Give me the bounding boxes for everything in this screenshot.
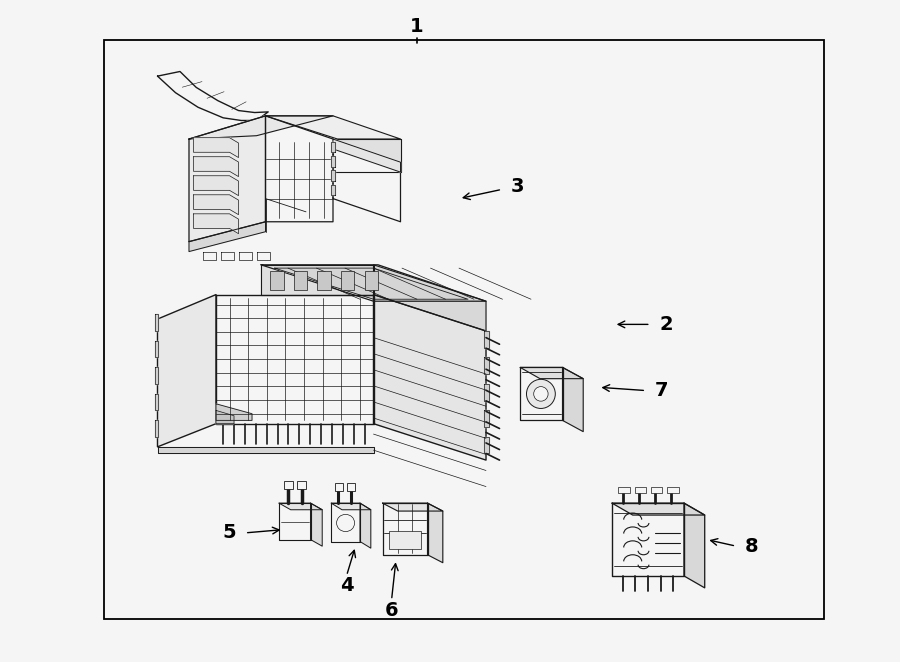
Polygon shape <box>155 341 157 357</box>
Bar <box>667 487 679 493</box>
Polygon shape <box>333 139 400 172</box>
Polygon shape <box>189 116 266 242</box>
Polygon shape <box>331 142 335 152</box>
Polygon shape <box>194 195 238 214</box>
Text: 5: 5 <box>222 524 237 542</box>
Bar <box>341 271 355 290</box>
Polygon shape <box>266 116 400 139</box>
Polygon shape <box>202 252 216 260</box>
Ellipse shape <box>337 514 355 532</box>
Text: 1: 1 <box>410 17 424 36</box>
Bar <box>364 271 378 290</box>
Text: 2: 2 <box>659 315 673 334</box>
Ellipse shape <box>534 387 548 401</box>
Polygon shape <box>331 170 335 181</box>
Bar <box>346 483 355 491</box>
Polygon shape <box>274 268 468 299</box>
Text: 6: 6 <box>384 601 399 620</box>
Polygon shape <box>428 503 443 563</box>
Bar <box>297 481 306 489</box>
Text: 3: 3 <box>511 177 524 196</box>
Polygon shape <box>216 295 374 424</box>
Polygon shape <box>279 503 310 540</box>
Text: 8: 8 <box>744 537 759 555</box>
Polygon shape <box>266 116 333 222</box>
Polygon shape <box>279 503 322 510</box>
Polygon shape <box>382 503 428 555</box>
Polygon shape <box>310 503 322 546</box>
Polygon shape <box>189 222 266 252</box>
Polygon shape <box>194 214 238 234</box>
Polygon shape <box>158 71 268 120</box>
Bar <box>335 483 343 491</box>
Polygon shape <box>194 157 238 177</box>
Bar <box>293 271 307 290</box>
Polygon shape <box>382 503 443 511</box>
Polygon shape <box>158 295 216 447</box>
Polygon shape <box>360 503 371 548</box>
Text: 7: 7 <box>655 381 668 400</box>
Polygon shape <box>238 252 252 260</box>
Polygon shape <box>520 367 583 379</box>
Polygon shape <box>189 116 333 139</box>
Polygon shape <box>331 185 335 195</box>
Polygon shape <box>484 410 489 427</box>
Bar <box>389 531 421 549</box>
Bar <box>284 481 293 489</box>
Polygon shape <box>155 394 157 410</box>
Polygon shape <box>194 138 238 158</box>
Polygon shape <box>261 265 486 301</box>
Polygon shape <box>155 314 157 331</box>
Polygon shape <box>484 357 489 374</box>
Polygon shape <box>374 295 486 460</box>
Polygon shape <box>216 410 234 424</box>
Polygon shape <box>261 265 374 295</box>
Bar <box>104 40 824 619</box>
Polygon shape <box>194 176 238 196</box>
Polygon shape <box>331 503 360 542</box>
Ellipse shape <box>526 379 555 408</box>
Polygon shape <box>220 252 234 260</box>
Polygon shape <box>331 156 335 167</box>
Polygon shape <box>562 367 583 432</box>
Polygon shape <box>333 139 400 222</box>
Polygon shape <box>155 420 157 437</box>
Polygon shape <box>484 331 489 348</box>
Bar <box>651 487 662 493</box>
Polygon shape <box>684 503 705 588</box>
Polygon shape <box>612 503 684 576</box>
Text: 4: 4 <box>339 577 354 595</box>
Polygon shape <box>520 367 562 420</box>
Polygon shape <box>256 252 270 260</box>
Bar <box>618 487 630 493</box>
Polygon shape <box>484 384 489 401</box>
Polygon shape <box>158 447 374 453</box>
Polygon shape <box>484 437 489 453</box>
Polygon shape <box>333 139 400 172</box>
Polygon shape <box>216 404 252 420</box>
Bar <box>318 271 331 290</box>
Polygon shape <box>374 265 486 331</box>
Polygon shape <box>155 367 157 384</box>
Polygon shape <box>331 503 371 510</box>
Polygon shape <box>612 503 705 515</box>
Bar <box>634 487 646 493</box>
Bar <box>270 271 284 290</box>
